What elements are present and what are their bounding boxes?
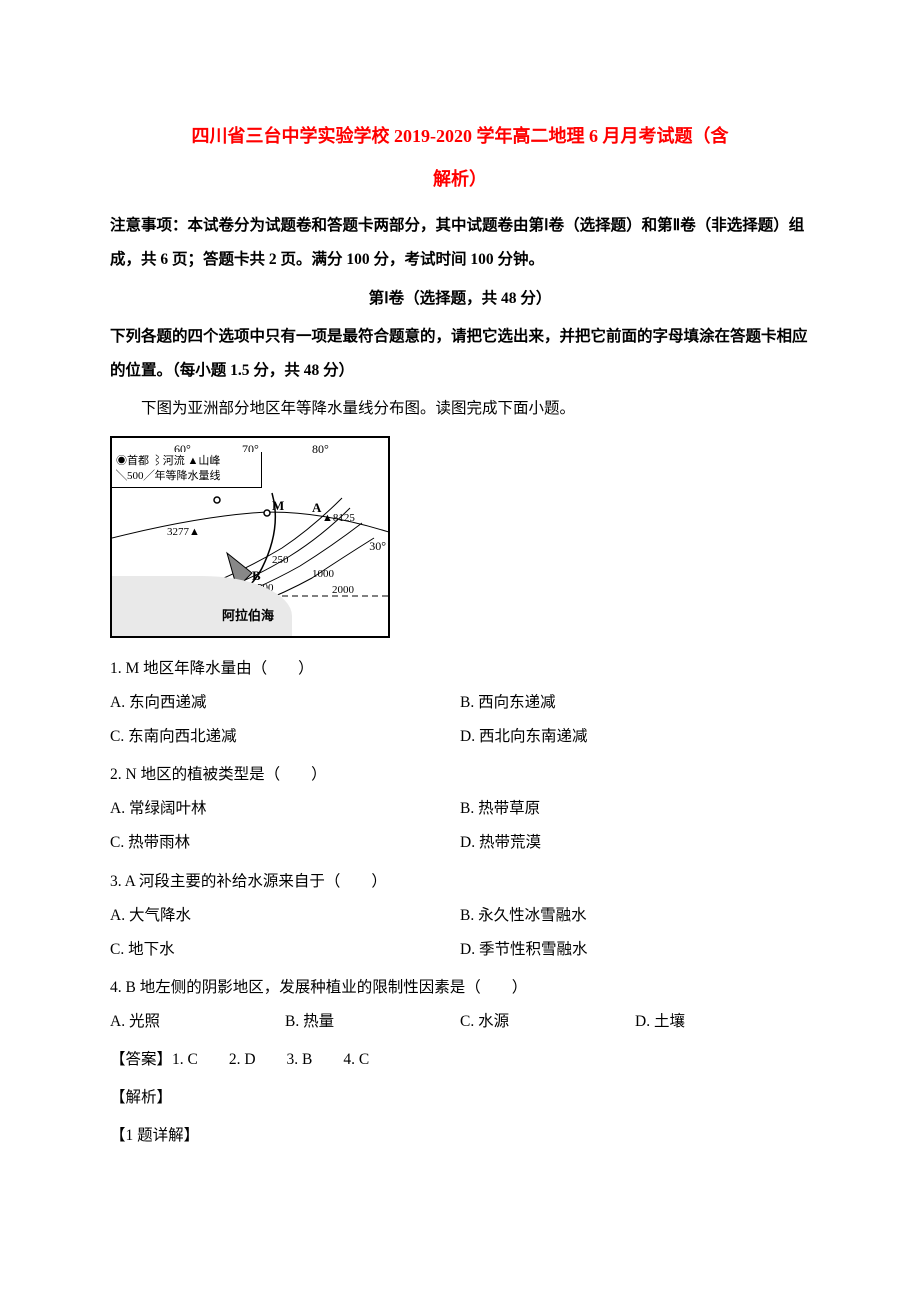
q4-stem: 4. B 地左侧的阴影地区，发展种植业的限制性因素是（ ）: [110, 971, 810, 1005]
q2-opt-c: C. 热带雨林: [110, 826, 460, 860]
q1-opt-b: B. 西向东递减: [460, 686, 810, 720]
q1-opt-a: A. 东向西递减: [110, 686, 460, 720]
figure-intro: 下图为亚洲部分地区年等降水量线分布图。读图完成下面小题。: [110, 392, 810, 426]
q4-opt-a: A. 光照: [110, 1005, 285, 1039]
iso-250: 250: [272, 548, 289, 572]
q1-options: A. 东向西递减 B. 西向东递减 C. 东南向西北递减 D. 西北向东南递减: [110, 686, 810, 754]
precipitation-map-figure: 60° 70° 80° 30° ◉首都 ⌇河流 ▲山峰 ╲500╱年等降水量线 …: [110, 436, 810, 638]
q4-options: A. 光照 B. 热量 C. 水源 D. 土壤: [110, 1005, 810, 1039]
answers: 【答案】1. C 2. D 3. B 4. C: [110, 1043, 810, 1077]
explain-header: 【解析】: [110, 1081, 810, 1115]
q2-opt-b: B. 热带草原: [460, 792, 810, 826]
peak-3277: 3277▲: [167, 520, 200, 544]
q4-opt-b: B. 热量: [285, 1005, 460, 1039]
q2-options: A. 常绿阔叶林 B. 热带草原 C. 热带雨林 D. 热带荒漠: [110, 792, 810, 860]
q4-opt-c: C. 水源: [460, 1005, 635, 1039]
peak-8125: ▲8125: [322, 506, 355, 530]
q3-options: A. 大气降水 B. 永久性冰雪融水 C. 地下水 D. 季节性积雪融水: [110, 899, 810, 967]
exam-instructions: 注意事项：本试卷分为试题卷和答题卡两部分，其中试题卷由第Ⅰ卷（选择题）和第Ⅱ卷（…: [110, 209, 810, 277]
sea-label: 阿拉伯海: [222, 602, 274, 631]
map-container: 60° 70° 80° 30° ◉首都 ⌇河流 ▲山峰 ╲500╱年等降水量线 …: [110, 436, 390, 638]
q4-opt-d: D. 土壤: [635, 1005, 810, 1039]
label-a: A: [312, 494, 321, 523]
q3-opt-b: B. 永久性冰雪融水: [460, 899, 810, 933]
iso-2000: 2000: [332, 578, 354, 602]
q1-opt-d: D. 西北向东南递减: [460, 720, 810, 754]
label-m: M: [272, 492, 284, 521]
q2-opt-d: D. 热带荒漠: [460, 826, 810, 860]
q2-opt-a: A. 常绿阔叶林: [110, 792, 460, 826]
q1-stem: 1. M 地区年降水量由（ ）: [110, 652, 810, 686]
q1-opt-c: C. 东南向西北递减: [110, 720, 460, 754]
explain-q1: 【1 题详解】: [110, 1119, 810, 1153]
exam-title-line2: 解析）: [110, 158, 810, 201]
exam-title-line1: 四川省三台中学实验学校 2019-2020 学年高二地理 6 月月考试题（含: [110, 115, 810, 158]
q3-stem: 3. A 河段主要的补给水源来自于（ ）: [110, 865, 810, 899]
iso-1000: 1000: [312, 562, 334, 586]
q3-opt-a: A. 大气降水: [110, 899, 460, 933]
q2-stem: 2. N 地区的植被类型是（ ）: [110, 758, 810, 792]
section1-header: 第Ⅰ卷（选择题，共 48 分）: [110, 282, 810, 316]
q3-opt-c: C. 地下水: [110, 933, 460, 967]
section1-directions: 下列各题的四个选项中只有一项是最符合题意的，请把它选出来，并把它前面的字母填涂在…: [110, 320, 810, 388]
q3-opt-d: D. 季节性积雪融水: [460, 933, 810, 967]
